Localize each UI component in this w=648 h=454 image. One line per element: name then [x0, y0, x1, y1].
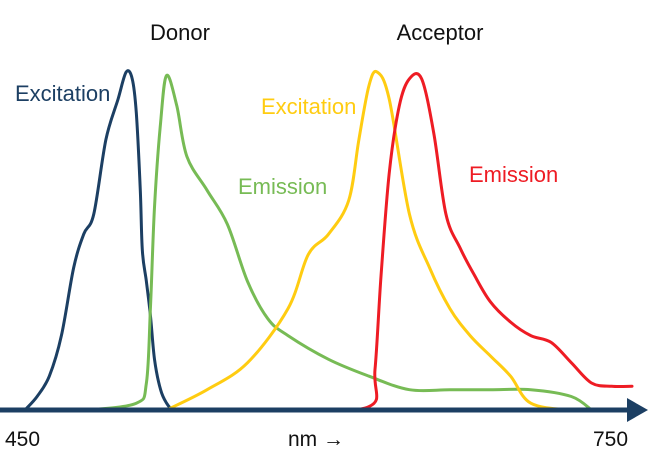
- x-tick-start: 450: [5, 428, 40, 451]
- series-line-donor-emission: [53, 73, 593, 412]
- x-axis-arrowhead: [627, 398, 648, 422]
- x-axis: [0, 398, 648, 422]
- acceptor-emission-label: Emission: [469, 162, 558, 187]
- acceptor-excitation-label: Excitation: [261, 94, 356, 119]
- donor-group-title: Donor: [150, 20, 210, 45]
- series-line-acceptor-emission: [165, 72, 634, 413]
- acceptor-group-title: Acceptor: [397, 20, 484, 45]
- series-line-donor-excitation: [23, 69, 189, 412]
- x-tick-end: 750: [593, 428, 628, 451]
- donor-excitation-label: Excitation: [15, 81, 110, 106]
- spectrum-curves: [23, 69, 634, 413]
- donor-emission-label: Emission: [238, 174, 327, 199]
- series-line-acceptor-excitation: [165, 69, 593, 412]
- x-axis-label: nm →: [288, 428, 344, 451]
